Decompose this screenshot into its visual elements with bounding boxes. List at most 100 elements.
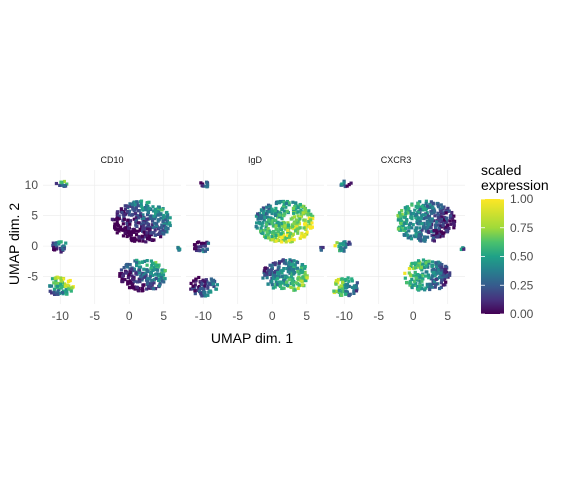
data-point (337, 285, 341, 289)
data-point (164, 227, 168, 231)
data-point (264, 236, 268, 240)
data-point (437, 226, 441, 230)
data-point (121, 272, 125, 276)
data-point (276, 233, 280, 237)
data-point (128, 202, 132, 206)
data-point (265, 234, 269, 238)
data-point (189, 281, 193, 286)
panel-points (332, 179, 466, 298)
data-point (431, 208, 435, 212)
data-point (270, 276, 274, 280)
data-point (287, 203, 291, 207)
data-point (67, 287, 71, 291)
data-point (115, 222, 120, 226)
data-point (132, 209, 136, 213)
data-point (139, 199, 144, 203)
data-point (58, 183, 62, 188)
data-point (341, 280, 345, 284)
data-point (144, 273, 148, 277)
data-point (202, 184, 206, 188)
data-point (200, 286, 204, 290)
data-point (203, 280, 207, 284)
data-point (444, 264, 448, 268)
data-point (262, 208, 266, 213)
data-point (157, 205, 161, 209)
data-point (400, 209, 404, 213)
data-point (430, 219, 434, 223)
data-point (55, 245, 59, 249)
data-point (287, 278, 291, 282)
data-point (126, 282, 130, 286)
data-point (137, 235, 141, 239)
data-point (136, 209, 140, 213)
data-point (193, 292, 197, 296)
data-point (427, 261, 431, 265)
data-point (141, 224, 145, 229)
data-point (166, 213, 170, 217)
data-point (161, 215, 166, 219)
data-point (277, 235, 281, 239)
data-point (337, 290, 342, 295)
data-point (288, 232, 293, 236)
data-point (274, 227, 278, 231)
data-point (343, 184, 347, 189)
data-point (127, 209, 132, 213)
data-point (302, 226, 306, 230)
data-point (165, 210, 169, 215)
data-point (126, 230, 131, 234)
data-point (132, 267, 136, 271)
data-point (430, 217, 434, 221)
legend-tick-label: 0.25 (510, 278, 534, 292)
data-point (285, 266, 289, 271)
data-point (270, 238, 274, 242)
x-tick-label: 5 (303, 309, 310, 323)
data-point (153, 228, 157, 232)
data-point (310, 225, 314, 229)
data-point (349, 181, 353, 185)
data-point (343, 240, 347, 244)
data-point (403, 206, 407, 210)
data-point (407, 271, 411, 275)
data-point (65, 182, 69, 186)
data-point (426, 224, 430, 229)
data-point (53, 276, 57, 280)
data-point (290, 268, 294, 272)
data-point (307, 216, 311, 220)
data-point (439, 268, 444, 272)
data-point (145, 213, 150, 217)
data-point (319, 248, 323, 252)
data-point (145, 259, 149, 263)
data-point (68, 286, 73, 291)
data-point (135, 258, 139, 262)
data-point (290, 237, 294, 241)
data-point (261, 276, 265, 280)
data-point (159, 235, 163, 239)
data-point (146, 217, 150, 221)
data-point (275, 276, 280, 280)
data-point (431, 281, 436, 286)
data-point (129, 230, 133, 234)
data-point (420, 228, 424, 232)
data-point (290, 262, 294, 267)
data-point (125, 265, 130, 269)
data-point (189, 287, 193, 291)
data-point (416, 236, 420, 240)
data-point (204, 282, 208, 286)
data-point (300, 270, 304, 274)
data-point (300, 231, 304, 235)
data-point (444, 280, 448, 284)
data-point (274, 213, 278, 217)
data-point (422, 225, 426, 229)
data-point (147, 235, 152, 239)
data-point (266, 236, 271, 240)
data-point (193, 289, 197, 293)
data-point (309, 212, 313, 216)
data-point (266, 227, 270, 231)
data-point (418, 207, 422, 211)
data-point (152, 231, 156, 235)
data-point (134, 260, 139, 265)
data-point (439, 271, 443, 275)
data-point (419, 265, 424, 269)
data-point (397, 225, 402, 229)
